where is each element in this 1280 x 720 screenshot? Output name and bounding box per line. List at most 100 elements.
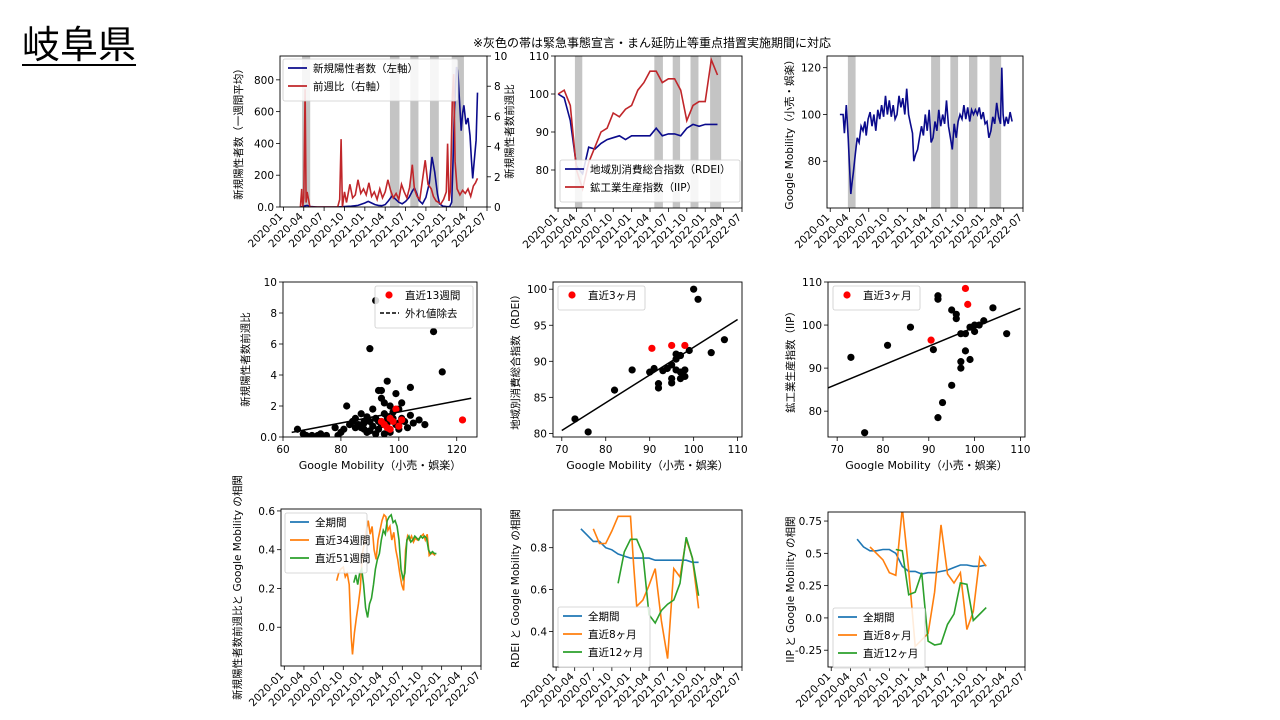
plot-area: [335, 513, 437, 655]
axes-frame: [827, 511, 1026, 668]
scatter-point: [861, 429, 869, 437]
emergency-band: [410, 56, 419, 207]
scatter-point: [690, 285, 698, 293]
scatter-point: [948, 306, 956, 314]
y-tick-label-right: 0: [494, 202, 501, 214]
emergency-band: [574, 56, 583, 208]
x-tick-label: 60: [276, 444, 289, 456]
x-tick-label: 70: [830, 444, 843, 456]
y-tick-label: 0.0: [257, 202, 274, 214]
scatter-point: [369, 422, 377, 430]
y-tick-label: 0.4: [530, 626, 547, 638]
scatter-point: [438, 368, 446, 376]
scatter-point: [357, 424, 365, 432]
y-tick-label: 2: [270, 401, 277, 413]
recent-point: [389, 417, 397, 426]
y-tick-label: 0.5: [805, 548, 822, 560]
y-tick-label: 95: [534, 320, 547, 332]
y-axis-label: 鉱工業生産指数（IIP）: [784, 306, 797, 413]
scatter-point: [1003, 330, 1011, 338]
scatter-point: [929, 345, 937, 354]
y-tick-label: 110: [802, 277, 822, 289]
emergency-band: [429, 56, 439, 207]
y-tick-label-right: 10: [494, 51, 507, 63]
plot-area: [561, 285, 739, 436]
scatter-point: [383, 377, 391, 385]
scatter-point: [906, 323, 915, 331]
recent-point: [681, 341, 689, 350]
x-tick-label: 90: [643, 444, 656, 456]
axes-frame: [280, 508, 482, 667]
y-tick-label: 4: [270, 370, 277, 382]
scatter-point: [934, 414, 942, 422]
scatter-point: [366, 345, 374, 353]
series-line: [592, 515, 700, 659]
legend-box: [559, 159, 741, 203]
y-tick-label-right: 8: [494, 81, 501, 93]
legend-label: 新規陽性者数（左軸）: [313, 62, 418, 75]
y-tick-label: 80: [808, 156, 821, 168]
y-tick-label: 100: [801, 109, 821, 121]
legend-label: 直近12ヶ月: [863, 647, 918, 660]
scatter-point: [847, 353, 855, 361]
y-tick-label: 0.0: [805, 613, 822, 625]
scatter-point: [971, 327, 979, 336]
emergency-band: [389, 56, 400, 207]
scatter-point: [628, 366, 636, 374]
plot-area: [580, 515, 700, 659]
fit-line: [291, 397, 472, 434]
legend-box: [282, 58, 459, 102]
recent-point: [398, 416, 406, 424]
legend: 地域別消費総合指数（RDEI） 鉱工業生産指数（IIP）: [559, 159, 741, 203]
scatter-point: [398, 399, 406, 407]
series-line: [839, 67, 1013, 195]
x-tick-label: 100: [684, 444, 704, 456]
y-axis-label: IIP と Google Mobility の相関: [784, 516, 797, 662]
y-tick-label: 90: [536, 127, 549, 139]
page-title: 岐阜県: [22, 23, 137, 67]
legend-label: 前週比（右軸）: [313, 80, 387, 93]
scatter-point: [409, 419, 417, 427]
legend-marker: [843, 291, 851, 299]
scatter-point: [322, 431, 331, 437]
y-tick-label-right: 6: [494, 111, 501, 123]
scatter-point: [429, 328, 438, 336]
emergency-band: [672, 56, 681, 208]
scatter-point: [584, 428, 592, 436]
scatter-point: [610, 386, 619, 394]
y-tick-label: 80: [534, 428, 547, 440]
scatter-point: [377, 386, 386, 395]
y-tick-label: -0.25: [795, 645, 822, 657]
scatter-point: [340, 425, 348, 433]
emergency-band: [710, 56, 722, 208]
fit-line: [828, 307, 1021, 389]
legend-marker: [568, 291, 576, 299]
scatter-point: [681, 372, 689, 381]
scatter-point: [720, 336, 729, 344]
scatter-point: [952, 310, 960, 318]
plot-area: [291, 297, 472, 437]
plot-area: [839, 56, 1013, 208]
y-tick-label: 100: [527, 284, 547, 296]
y-tick-label: 100: [529, 89, 549, 101]
scatter-point: [948, 381, 956, 389]
y-tick-label: 85: [534, 392, 547, 404]
series-line: [617, 536, 700, 625]
y-tick-label-right: 2: [494, 172, 501, 184]
y-axis-label: Google Mobility（小売・娯楽）: [783, 54, 796, 209]
legend-label: 直近8ヶ月: [588, 628, 637, 641]
y-axis-label: RDEI と Google Mobility の相関: [509, 509, 522, 668]
y-tick-label: 200: [254, 170, 274, 182]
scatter-point: [331, 424, 339, 432]
series-line: [580, 528, 699, 564]
plot-area: [856, 512, 987, 649]
x-tick-label: 110: [728, 444, 748, 456]
y-tick-label: 800: [254, 75, 274, 87]
scatter-point: [302, 431, 310, 437]
emergency-band: [690, 56, 699, 208]
scatter-point: [957, 364, 965, 372]
recent-point: [648, 344, 656, 352]
